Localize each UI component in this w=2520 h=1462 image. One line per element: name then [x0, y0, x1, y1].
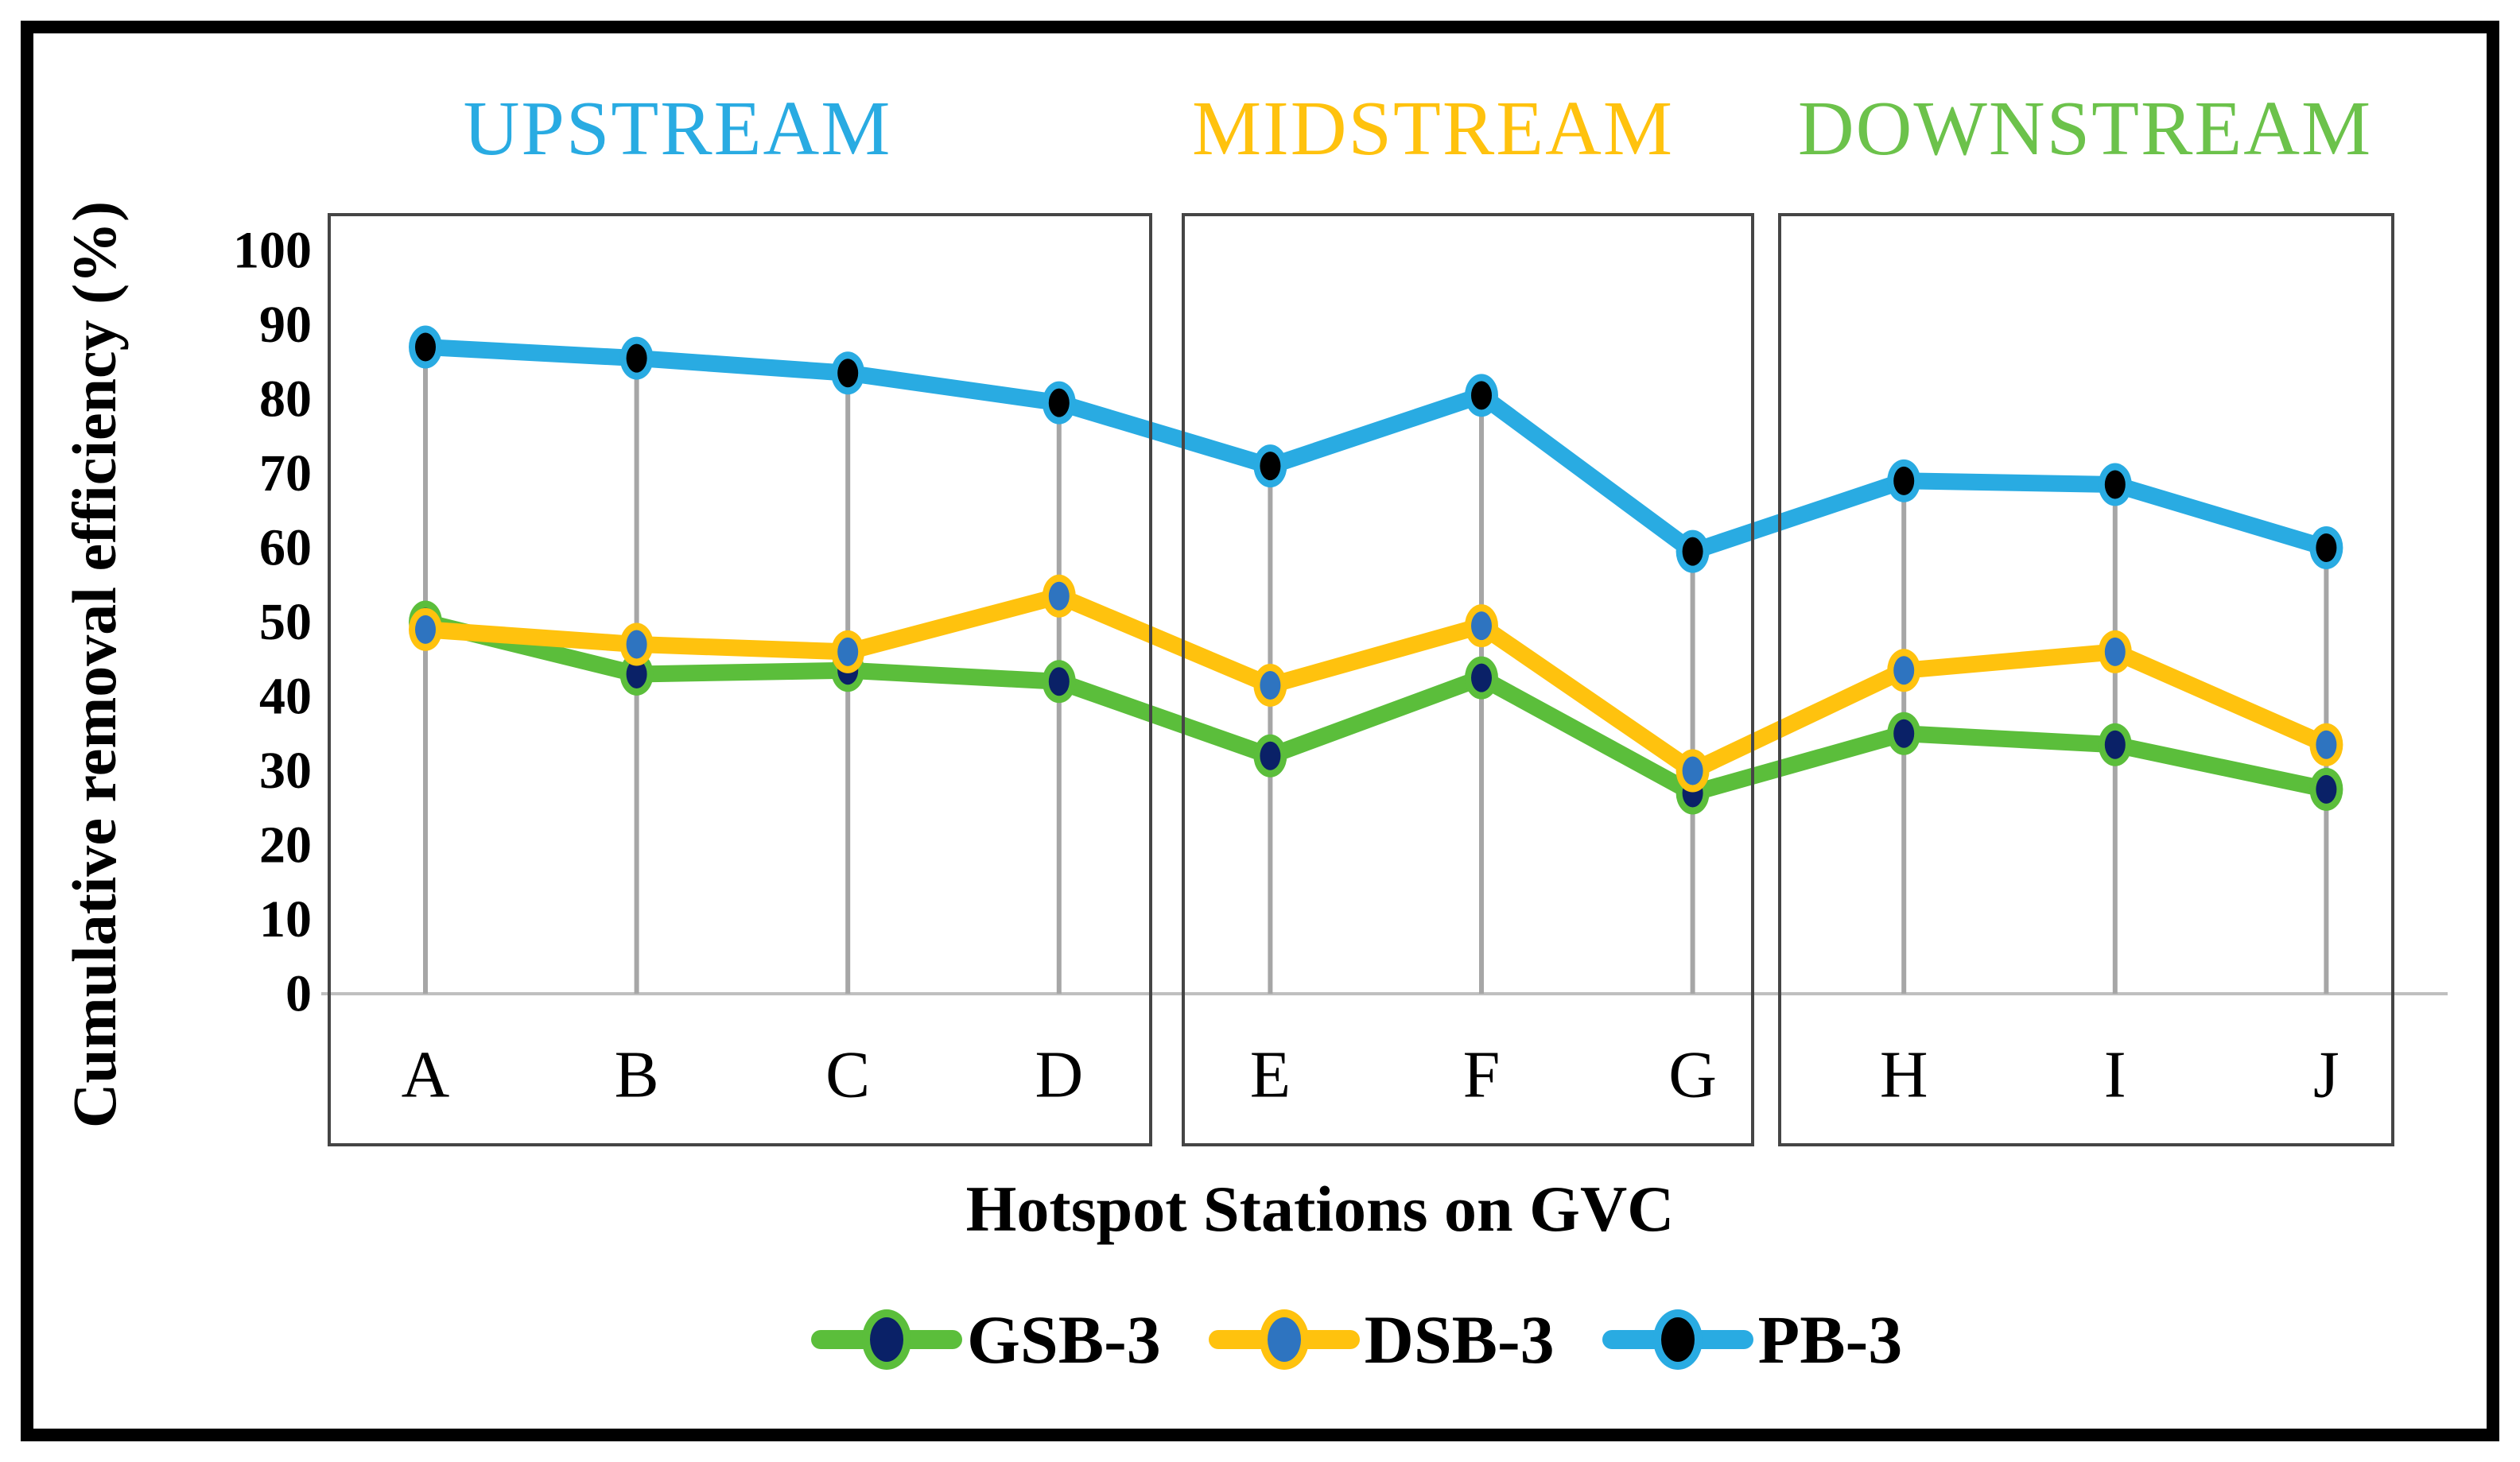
series-line-DSB-3: [417, 588, 2335, 779]
legend-label-dsb3: DSB-3: [1364, 1301, 1555, 1378]
region-label-midstream: MIDSTREAM: [1191, 86, 1675, 172]
outer-frame: [21, 21, 2499, 1441]
legend-swatch-pb3: [1602, 1296, 1753, 1383]
region-label-downstream: DOWNSTREAM: [1797, 86, 2373, 172]
marker-GSB-3-B: [626, 659, 647, 688]
station-label-D: D: [1035, 1038, 1083, 1112]
y-tick-label-10: 10: [259, 890, 312, 948]
marker-DSB-3-J: [2316, 730, 2337, 759]
x-axis-title: Hotspot Stations on GVC: [965, 1173, 1675, 1245]
series-line-GSB-3: [417, 614, 2335, 802]
marker-PB-3-G: [1682, 537, 1703, 566]
marker-DSB-3-A: [415, 615, 436, 644]
marker-DSB-3-B: [626, 630, 647, 659]
marker-PB-3-C: [837, 359, 859, 388]
legend-item-pb3: PB-3: [1602, 1296, 1903, 1383]
y-tick-label-80: 80: [259, 370, 312, 429]
marker-DSB-3-H: [1893, 656, 1915, 685]
marker-PB-3-D: [1048, 388, 1070, 417]
legend-marker-pb3: [1652, 1309, 1703, 1370]
station-label-C: C: [825, 1038, 870, 1112]
y-axis-title: Cumulative removal efficiency (%): [60, 200, 129, 1128]
station-label-J: J: [2313, 1038, 2339, 1112]
legend-swatch-dsb3: [1208, 1296, 1360, 1383]
station-label-A: A: [402, 1038, 450, 1112]
marker-PB-3-F: [1471, 381, 1492, 410]
y-tick-label-0: 0: [285, 965, 312, 1023]
marker-PB-3-A: [415, 332, 436, 362]
marker-DSB-3-F: [1471, 611, 1492, 641]
station-label-B: B: [615, 1038, 659, 1112]
marker-DSB-3-E: [1260, 670, 1281, 700]
y-tick-label-20: 20: [259, 816, 312, 874]
y-tick-label-30: 30: [259, 742, 312, 800]
y-tick-label-90: 90: [259, 296, 312, 354]
marker-GSB-3-E: [1260, 741, 1281, 770]
marker-PB-3-B: [626, 343, 647, 373]
station-label-F: F: [1463, 1038, 1501, 1112]
marker-PB-3-I: [2104, 470, 2126, 499]
legend-item-dsb3: DSB-3: [1208, 1296, 1555, 1383]
y-tick-label-40: 40: [259, 668, 312, 726]
marker-GSB-3-F: [1471, 663, 1492, 692]
marker-GSB-3-I: [2104, 730, 2126, 759]
region-box-midstream: [1182, 213, 1754, 1146]
marker-PB-3-H: [1893, 466, 1915, 495]
legend-label-pb3: PB-3: [1757, 1301, 1903, 1378]
marker-GSB-3-H: [1893, 719, 1915, 748]
legend-label-gsb3: GSB-3: [967, 1301, 1161, 1378]
marker-DSB-3-D: [1048, 581, 1070, 611]
series-line-PB-3: [417, 339, 2335, 560]
y-tick-label-50: 50: [259, 593, 312, 651]
marker-DSB-3-C: [837, 637, 859, 666]
marker-DSB-3-G: [1682, 756, 1703, 785]
marker-GSB-3-D: [1048, 667, 1070, 696]
region-box-downstream: [1778, 213, 2394, 1146]
marker-PB-3-E: [1260, 452, 1281, 481]
station-label-E: E: [1250, 1038, 1291, 1112]
legend: GSB-3 DSB-3 PB-3: [811, 1296, 1902, 1383]
station-label-G: G: [1668, 1038, 1717, 1112]
y-tick-label-60: 60: [259, 519, 312, 577]
legend-marker-dsb3: [1259, 1309, 1309, 1370]
legend-marker-gsb3: [862, 1309, 911, 1370]
marker-PB-3-J: [2316, 533, 2337, 562]
legend-swatch-gsb3: [811, 1296, 962, 1383]
station-label-I: I: [2104, 1038, 2126, 1112]
y-tick-label-100: 100: [233, 222, 312, 280]
marker-GSB-3-J: [2316, 774, 2337, 804]
station-label-H: H: [1880, 1038, 1928, 1112]
y-tick-label-70: 70: [259, 444, 312, 502]
region-label-upstream: UPSTREAM: [463, 86, 892, 172]
marker-DSB-3-I: [2104, 637, 2126, 666]
legend-item-gsb3: GSB-3: [811, 1296, 1161, 1383]
region-box-upstream: [328, 213, 1152, 1146]
